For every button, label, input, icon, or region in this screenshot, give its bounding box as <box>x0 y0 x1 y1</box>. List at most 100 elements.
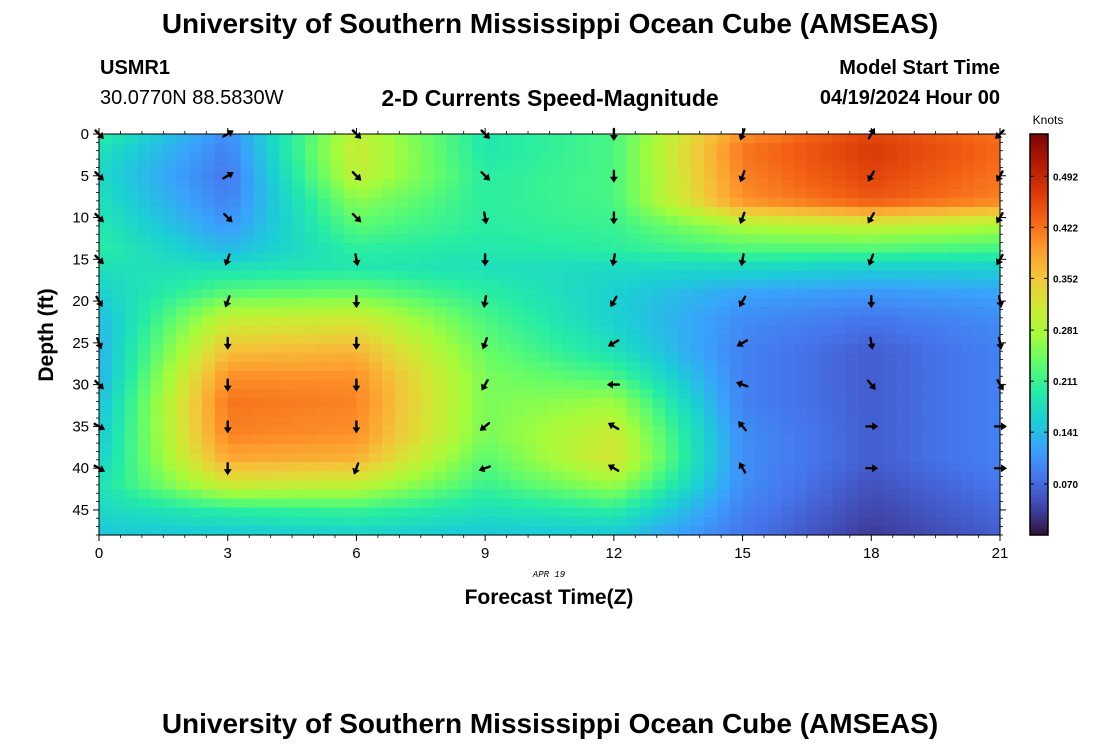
heatmap-cell <box>974 370 988 381</box>
heatmap-cell <box>330 316 345 326</box>
heatmap-cell <box>588 261 602 272</box>
heatmap-cell <box>781 152 795 162</box>
current-arrow <box>222 212 233 223</box>
heatmap-cell <box>498 261 512 272</box>
heatmap-cell <box>395 234 409 244</box>
heatmap-cell <box>111 161 126 172</box>
heatmap-cell <box>729 434 744 445</box>
heatmap-cell <box>716 197 731 208</box>
heatmap-cell <box>948 143 962 153</box>
heatmap-cell <box>858 525 872 536</box>
heatmap-cell <box>227 288 242 299</box>
heatmap-cell <box>395 261 409 272</box>
heatmap-cell <box>678 261 692 272</box>
heatmap-cell <box>536 471 551 481</box>
heatmap-cell <box>382 243 396 254</box>
heatmap-cell <box>639 489 654 500</box>
heatmap-cell <box>755 443 769 454</box>
model-start-value: 04/19/2024 Hour 00 <box>819 87 1000 109</box>
heatmap-cell <box>472 270 486 281</box>
heatmap-cell <box>150 361 164 372</box>
heatmap-cell <box>111 179 126 190</box>
heatmap-cell <box>498 234 512 244</box>
heatmap-cell <box>163 425 177 436</box>
heatmap-cell <box>150 179 164 190</box>
heatmap-cell <box>781 416 795 427</box>
heatmap-cell <box>292 243 306 254</box>
heatmap-cell <box>665 261 679 272</box>
heatmap-cell <box>433 516 448 527</box>
heatmap-cell <box>703 261 718 272</box>
heatmap-cell <box>819 307 834 317</box>
heatmap-cell <box>948 380 962 390</box>
heatmap-cell <box>652 143 666 153</box>
heatmap-cell <box>652 261 666 272</box>
heatmap-cell <box>819 380 834 390</box>
heatmap-cell <box>433 380 448 390</box>
heatmap-cell <box>922 361 937 372</box>
heatmap-cell <box>266 507 280 518</box>
heatmap-cell <box>575 525 589 536</box>
heatmap-cell <box>369 316 383 326</box>
heatmap-cell <box>150 480 164 491</box>
heatmap-cell <box>343 380 358 390</box>
heatmap-cell <box>806 197 821 208</box>
heatmap-cell <box>317 516 332 527</box>
heatmap-cell <box>626 361 641 372</box>
heatmap-cell <box>292 443 306 454</box>
footer-title: University of Southern Mississippi Ocean… <box>161 708 939 739</box>
arrow-head <box>352 302 361 309</box>
heatmap-cell <box>382 225 396 235</box>
heatmap-cell <box>755 161 769 172</box>
heatmap-cell <box>304 462 319 472</box>
heatmap-cell <box>832 170 847 181</box>
heatmap-cell <box>639 197 654 208</box>
heatmap-cell <box>961 143 975 153</box>
heatmap-cell <box>163 434 177 445</box>
heatmap-cell <box>819 507 834 518</box>
heatmap-cell <box>163 389 177 399</box>
heatmap-cell <box>304 243 319 254</box>
heatmap-cell <box>510 152 525 162</box>
heatmap-cell <box>652 361 666 372</box>
heatmap-cell <box>755 352 769 363</box>
heatmap-cell <box>549 525 563 536</box>
heatmap-cell <box>240 389 255 399</box>
heatmap-cell <box>742 361 757 372</box>
heatmap-cell <box>562 243 576 254</box>
heatmap-cell <box>176 443 190 454</box>
heatmap-cell <box>253 334 267 345</box>
heatmap-cell <box>150 279 164 290</box>
heatmap-cell <box>382 370 396 381</box>
station-coordinates: 30.0770N 88.5830W <box>100 87 284 109</box>
heatmap-cell <box>652 343 666 354</box>
heatmap-cell <box>974 361 988 372</box>
heatmap-cell <box>253 416 267 427</box>
heatmap-cell <box>420 462 435 472</box>
heatmap-cell <box>395 134 409 144</box>
heatmap-cell <box>845 452 860 463</box>
heatmap-cell <box>317 416 332 427</box>
heatmap-cell <box>292 516 306 527</box>
heatmap-cell <box>729 334 744 345</box>
heatmap-cell <box>227 234 242 244</box>
heatmap-cell <box>678 361 692 372</box>
heatmap-cell <box>485 398 499 409</box>
heatmap-cell <box>407 316 422 326</box>
heatmap-cell <box>253 225 267 235</box>
heatmap-cell <box>369 252 383 263</box>
heatmap-cell <box>266 225 280 235</box>
heatmap-cell <box>806 216 821 226</box>
heatmap-cell <box>433 243 448 254</box>
heatmap-cell <box>562 279 576 290</box>
heatmap-cell <box>189 261 203 272</box>
heatmap-cell <box>549 307 563 317</box>
heatmap-cell <box>343 134 358 144</box>
heatmap-cell <box>678 416 692 427</box>
heatmap-cell <box>588 270 602 281</box>
heatmap-cell <box>343 489 358 500</box>
heatmap-cell <box>806 389 821 399</box>
heatmap-cell <box>240 370 255 381</box>
heatmap-cell <box>884 270 898 281</box>
heatmap-cell <box>99 389 113 399</box>
